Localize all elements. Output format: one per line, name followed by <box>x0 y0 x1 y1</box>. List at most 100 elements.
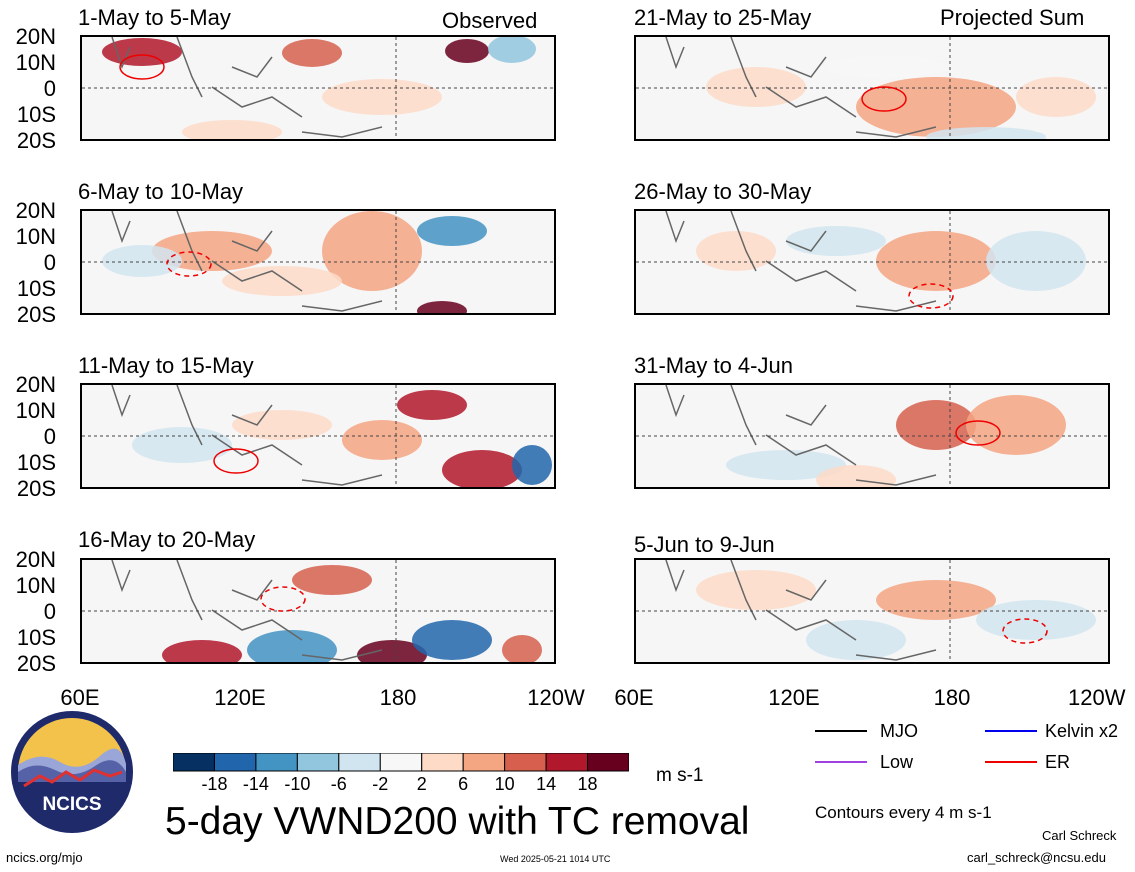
y-label: 10N <box>15 398 56 423</box>
colorbar-swatch <box>338 753 381 772</box>
coastline <box>111 385 383 486</box>
coastline <box>111 560 383 661</box>
y-label: 0 <box>43 599 56 624</box>
x-label-180-left: 180 <box>379 685 417 710</box>
colorbar-swatch <box>213 753 257 772</box>
wind-anomaly-shading <box>442 450 522 487</box>
er-contour <box>861 86 907 112</box>
colorbar-swatch <box>379 753 423 772</box>
y-label: 10S <box>16 102 56 127</box>
x-label-60e-left: 60E <box>60 685 100 710</box>
panel-title-proj-1: 21-May to 25-May <box>634 5 812 30</box>
panel-title-obs-2: 6-May to 10-May <box>78 179 244 204</box>
wind-anomaly-shading <box>876 580 996 620</box>
y-label: 20S <box>16 651 56 676</box>
wind-anomaly-shading <box>876 231 996 291</box>
er-contour <box>260 586 306 612</box>
legend-label-mjo: MJO <box>880 721 918 741</box>
map-panel-obs-3 <box>80 383 556 489</box>
coastline <box>665 385 937 486</box>
y-label: 10N <box>15 50 56 75</box>
colorbar-swatch <box>587 753 629 772</box>
footer-timestamp: Wed 2025-05-21 1014 UTC <box>500 854 611 864</box>
y-label: 0 <box>43 76 56 101</box>
y-label: 20N <box>15 24 56 49</box>
wind-anomaly-shading <box>1016 77 1096 117</box>
wind-anomaly-shading <box>342 420 422 460</box>
wind-anomaly-shading <box>926 127 1046 139</box>
projected-label: Projected Sum <box>940 5 1085 30</box>
er-contour <box>213 448 259 474</box>
x-label-120w-right: 120W <box>1068 686 1126 710</box>
legend-line-low <box>815 761 867 763</box>
wind-anomaly-shading <box>696 231 776 271</box>
map-panel-proj-3 <box>634 383 1110 489</box>
wind-anomaly-shading <box>132 427 232 463</box>
footer-author: Carl Schreck <box>1042 828 1117 843</box>
map-panel-proj-1 <box>634 35 1110 141</box>
logo-text: NCICS <box>42 794 101 815</box>
wind-anomaly-shading <box>966 395 1066 455</box>
wind-anomaly-shading <box>417 216 487 246</box>
wind-anomaly-shading <box>856 77 1016 137</box>
main-title: 5-day VWND200 with TC removal <box>165 800 750 843</box>
wind-anomaly-shading <box>488 37 536 63</box>
colorbar-tick-label: 18 <box>577 774 598 794</box>
panel-title-obs-4: 16-May to 20-May <box>78 527 256 552</box>
y-label: 0 <box>43 250 56 275</box>
er-contour <box>955 420 1001 446</box>
observed-label: Observed <box>442 8 538 33</box>
er-contour <box>119 54 165 80</box>
er-contour <box>166 251 212 277</box>
y-label: 10S <box>16 450 56 475</box>
wind-anomaly-shading <box>896 400 976 450</box>
colorbar-swatch <box>545 753 589 772</box>
wind-anomaly-shading <box>162 640 242 662</box>
y-label: 20S <box>16 128 56 153</box>
colorbar-swatch <box>255 753 298 772</box>
y-label: 10S <box>16 276 56 301</box>
colorbar-tick-label: 10 <box>494 774 515 794</box>
y-label: 20S <box>16 302 56 327</box>
x-label-180-right: 180 <box>933 685 971 710</box>
footer-email[interactable]: carl_schreck@ncsu.edu <box>967 850 1106 865</box>
footer-url[interactable]: ncics.org/mjo <box>6 850 83 865</box>
coastline <box>111 37 383 138</box>
colorbar-tick-label: -10 <box>284 774 311 794</box>
panel-title-proj-4: 5-Jun to 9-Jun <box>634 532 775 557</box>
map-panel-obs-2 <box>80 209 556 315</box>
y-label: 0 <box>43 424 56 449</box>
map-panel-obs-1 <box>80 35 556 141</box>
legend-label-low: Low <box>880 752 914 772</box>
panel-title-obs-1: 1-May to 5-May <box>78 5 231 30</box>
wind-anomaly-shading <box>502 635 542 662</box>
wind-anomaly-shading <box>417 301 467 313</box>
y-label: 20N <box>15 547 56 572</box>
wind-anomaly-shading <box>182 120 282 139</box>
x-label-120e-left: 120E <box>214 685 266 710</box>
y-label: 10N <box>15 573 56 598</box>
wind-anomaly-shading <box>322 79 442 115</box>
wind-anomaly-shading <box>232 410 332 440</box>
wind-anomaly-shading <box>726 450 846 480</box>
colorbar-swatch <box>504 753 547 772</box>
colorbar-tick-label: 6 <box>458 774 469 794</box>
colorbar-tick-label: 2 <box>416 774 427 794</box>
wind-anomaly-shading <box>247 630 337 662</box>
wind-anomaly-shading <box>397 390 467 420</box>
wind-anomaly-shading <box>986 231 1086 291</box>
colorbar-swatch <box>173 753 215 772</box>
coastline <box>665 560 937 661</box>
map-panel-proj-4 <box>634 558 1110 664</box>
legend-label-kelvin: Kelvin x2 <box>1045 721 1119 741</box>
x-label-120e-right: 120E <box>768 685 820 710</box>
colorbar-swatch <box>462 753 506 772</box>
wind-anomaly-shading <box>826 55 946 79</box>
wind-anomaly-shading <box>222 266 342 296</box>
legend-line-kelvin <box>985 730 1037 732</box>
wind-anomaly-shading <box>412 620 492 660</box>
colorbar-units: m s-1 <box>656 765 704 786</box>
colorbar-swatch <box>421 753 464 772</box>
colorbar-tick-label: -18 <box>201 774 228 794</box>
y-label: 20S <box>16 476 56 501</box>
